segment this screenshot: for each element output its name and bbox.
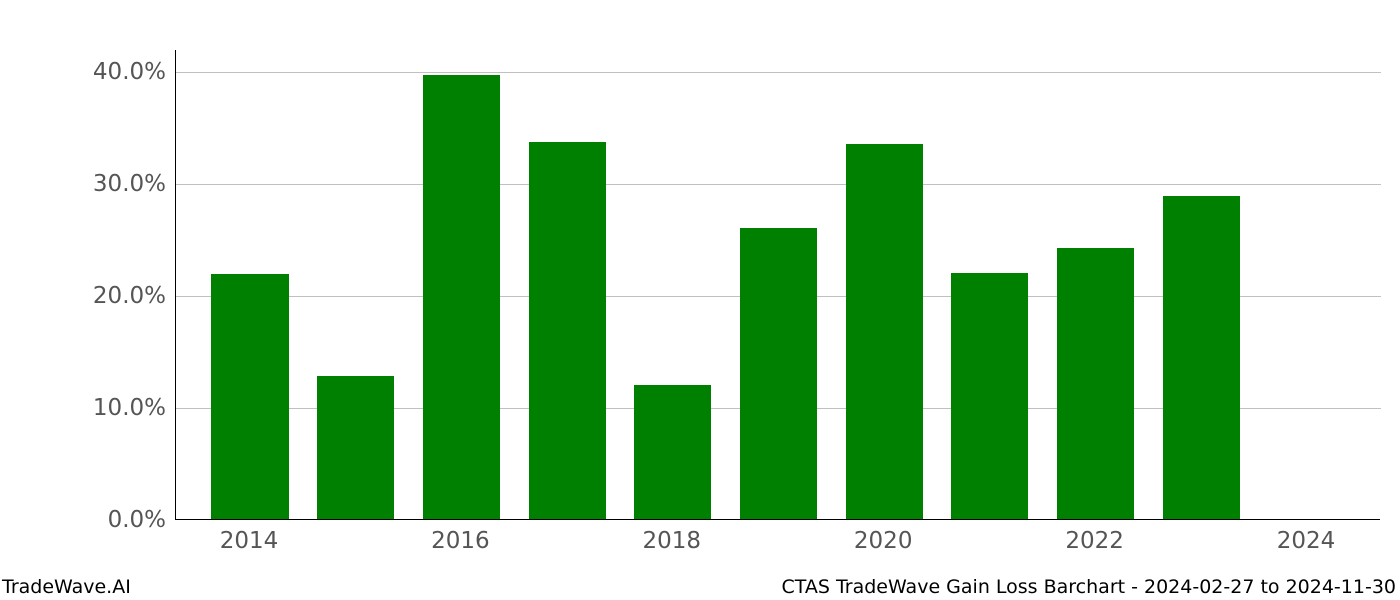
footer-left-branding: TradeWave.AI — [2, 576, 131, 598]
y-axis-tick-label: 40.0% — [26, 59, 166, 85]
y-axis-tick-label: 10.0% — [26, 395, 166, 421]
gridline — [176, 184, 1381, 185]
gridline — [176, 72, 1381, 73]
y-axis-tick-label: 30.0% — [26, 171, 166, 197]
plot-area — [175, 50, 1380, 520]
x-axis-tick-label: 2014 — [220, 528, 279, 554]
bar-2019 — [740, 228, 817, 519]
bar-2022 — [1057, 248, 1134, 519]
bar-2018 — [634, 385, 711, 519]
y-axis-tick-label: 20.0% — [26, 283, 166, 309]
bar-2017 — [529, 142, 606, 519]
x-axis-tick-label: 2022 — [1065, 528, 1124, 554]
bar-2014 — [211, 274, 288, 519]
y-axis-tick-label: 0.0% — [26, 507, 166, 533]
footer-right-caption: CTAS TradeWave Gain Loss Barchart - 2024… — [781, 576, 1396, 598]
x-axis-tick-label: 2024 — [1277, 528, 1336, 554]
bar-2015 — [317, 376, 394, 519]
bar-2016 — [423, 75, 500, 519]
bar-2020 — [846, 144, 923, 519]
bar-2023 — [1163, 196, 1240, 519]
x-axis-tick-label: 2016 — [431, 528, 490, 554]
x-axis-tick-label: 2018 — [643, 528, 702, 554]
bar-chart — [175, 50, 1380, 520]
bar-2021 — [951, 273, 1028, 519]
x-axis-tick-label: 2020 — [854, 528, 913, 554]
